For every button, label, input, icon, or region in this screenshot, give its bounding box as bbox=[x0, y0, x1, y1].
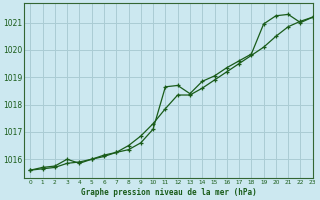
X-axis label: Graphe pression niveau de la mer (hPa): Graphe pression niveau de la mer (hPa) bbox=[81, 188, 256, 197]
